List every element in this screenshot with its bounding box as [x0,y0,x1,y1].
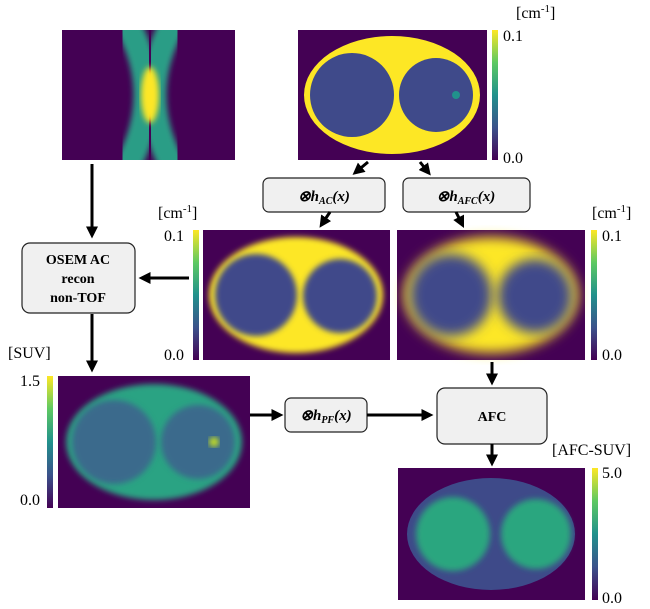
shape [420,162,428,172]
shape [72,400,156,484]
shape [452,91,460,99]
cbar-max: 1.5 [20,373,40,390]
shape [591,230,597,360]
box-text: AFC [478,410,507,425]
image-suv [47,376,250,508]
text-part: ⊗h [298,189,319,205]
shape [501,499,571,569]
shape [492,30,498,160]
diagram: [cm-1] 0.1 0.0 ⊗hAC(x) ⊗hAFC(x) [cm-1] 0… [0,0,650,609]
shape [410,254,492,336]
shape [592,468,598,600]
unit: [cm-1] [516,3,555,22]
unit: [AFC-SUV] [552,442,631,459]
cbar-min: 0.0 [503,150,523,167]
image-sinogram [62,20,235,170]
cbar-max: 5.0 [602,465,622,482]
cbar-max: 0.1 [503,28,523,45]
shape [456,212,462,224]
text-part: (x) [334,408,352,424]
text-part: ] [626,205,631,222]
image-afc-suv [398,468,598,600]
cbar-min: 0.0 [20,492,40,509]
cbar-max: 0.1 [164,228,184,245]
shape [498,259,572,333]
text-part: AC [318,196,333,207]
shape [416,497,490,571]
text-part: -1 [617,203,626,215]
shape [215,254,297,336]
text-part: ⊗h [437,189,458,205]
shape [399,58,473,132]
box-text: non-TOF [50,291,106,306]
text-part: [cm [158,205,183,222]
unit: [SUV] [8,345,51,362]
image-mu-map [298,30,498,160]
shape [303,259,377,333]
image-mu-afc [397,230,597,360]
shape [141,67,159,123]
shape [193,230,199,360]
image-mu-ac [193,230,390,360]
text-part: [cm [516,5,541,22]
cbar-min: 0.0 [164,347,184,364]
box-text: recon [61,272,94,287]
cbar-min: 0.0 [602,347,622,364]
box-text: OSEM AC [46,253,110,268]
cbar-min: 0.0 [602,590,622,607]
shape [161,405,235,479]
text-part: (x) [332,189,350,205]
shape [356,162,368,172]
text-part: -1 [541,3,550,15]
shape [47,376,53,508]
text-part: PF [321,415,334,426]
text-part: [cm [592,205,617,222]
unit: [cm-1] [592,203,631,222]
cbar-max: 0.1 [602,228,622,245]
text-part: ] [550,5,555,22]
text-part: (x) [478,189,496,205]
shape [209,437,219,447]
shape [310,53,394,137]
text-part: AFC [457,196,478,207]
text-part: -1 [183,203,192,215]
text-part: ] [192,205,197,222]
text-part: ⊗h [300,408,321,424]
unit: [cm-1] [158,203,197,222]
shape [322,212,330,224]
